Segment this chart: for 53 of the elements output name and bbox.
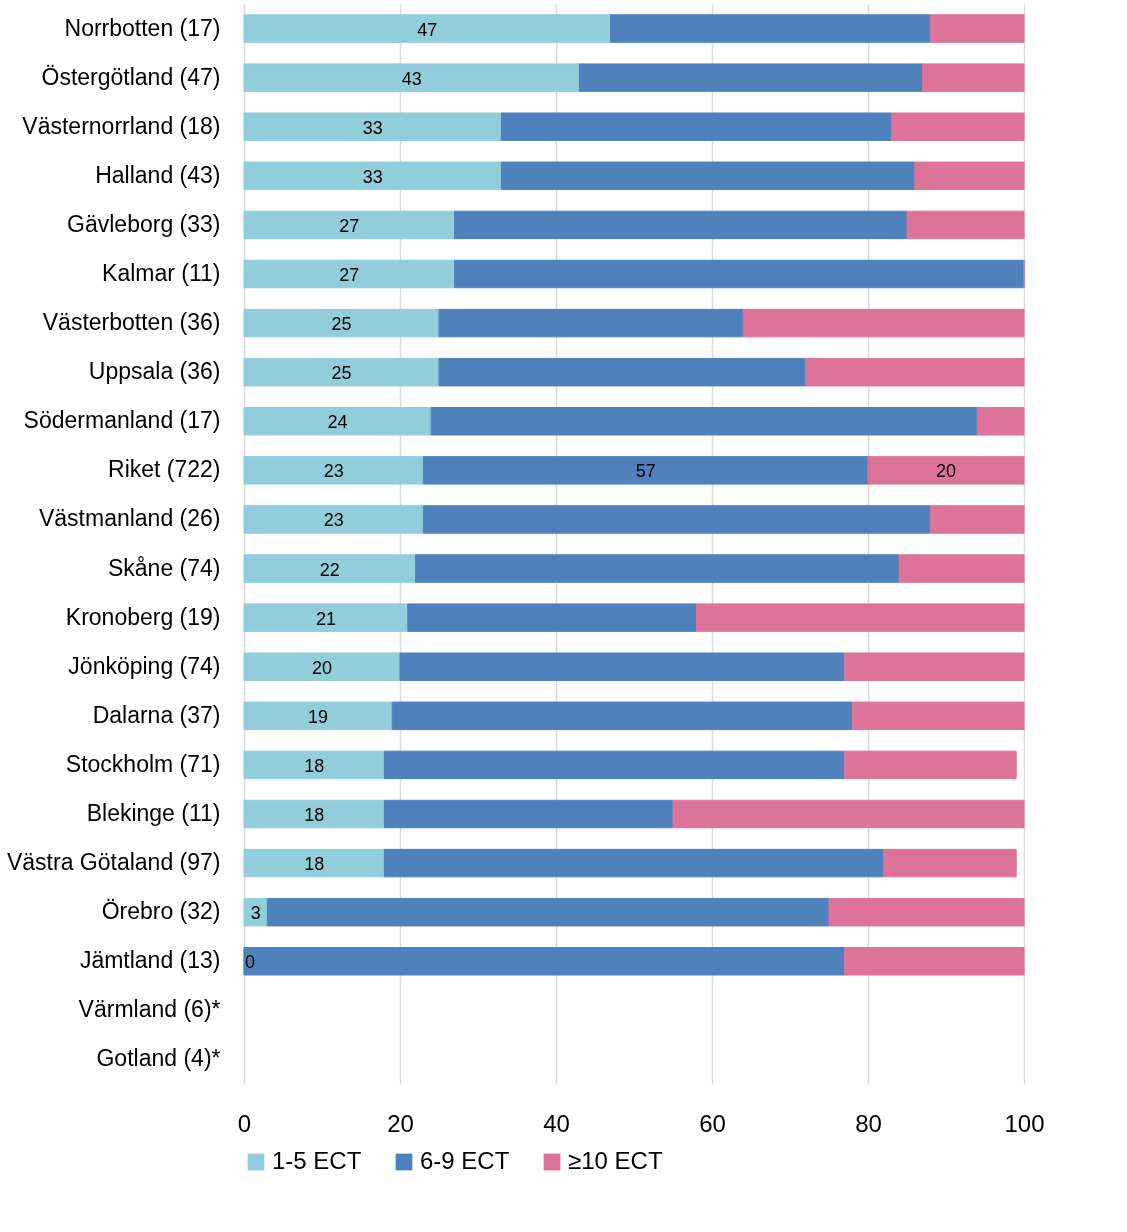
- legend-label: ≥10 ECT: [568, 1147, 663, 1174]
- y-tick-label: Östergötland (47): [41, 63, 221, 90]
- y-tick-label: Kronoberg (19): [65, 603, 221, 630]
- data-label: 33: [362, 117, 383, 138]
- y-tick-label: Dalarna (37): [92, 701, 221, 728]
- y-tick-label: Blekinge (11): [86, 800, 221, 826]
- legend-label: 6-9 ECT: [420, 1147, 510, 1174]
- y-tick-label: Halland (43): [95, 161, 221, 188]
- data-label: 22: [319, 559, 340, 580]
- x-tick-label: 0: [237, 1109, 252, 1137]
- data-label: 33: [362, 166, 383, 187]
- data-label: 18: [304, 854, 325, 875]
- y-tick-label: Västernorrland (18): [22, 112, 221, 139]
- data-label: 18: [304, 755, 325, 776]
- y-tick-label: Norrbotten (17): [64, 14, 221, 41]
- y-tick-label: Gotland (4)*: [96, 1045, 221, 1072]
- y-tick-label: Skåne (74): [107, 554, 221, 581]
- data-label: 21: [315, 608, 336, 629]
- data-label: 20: [935, 461, 957, 482]
- y-tick-label: Jönköping (74): [68, 652, 221, 679]
- y-tick-label: Södermanland (17): [23, 407, 221, 434]
- data-label: 47: [417, 19, 438, 40]
- data-label: 23: [323, 461, 344, 482]
- x-tick-label: 20: [387, 1109, 414, 1137]
- data-label: 24: [327, 412, 348, 433]
- data-label: 27: [339, 265, 360, 285]
- data-label: 27: [339, 215, 360, 236]
- x-tick-label: 100: [1004, 1109, 1045, 1137]
- y-tick-label: Västerbotten (36): [42, 309, 221, 336]
- x-tick-label: 40: [543, 1109, 570, 1137]
- data-label: 43: [401, 68, 422, 89]
- data-label: 25: [331, 363, 352, 384]
- legend-label: 1-5 ECT: [272, 1147, 362, 1174]
- y-tick-label: Örebro (32): [101, 898, 221, 925]
- y-tick-label: Kalmar (11): [102, 260, 221, 286]
- y-tick-label: Uppsala (36): [88, 358, 221, 385]
- data-label: 19: [308, 706, 329, 727]
- y-tick-label: Riket (722): [108, 456, 221, 483]
- x-tick-label: 60: [699, 1109, 726, 1137]
- y-tick-label: Värmland (6)*: [78, 996, 221, 1023]
- x-tick-label: 80: [855, 1109, 882, 1137]
- data-label: 57: [635, 461, 656, 482]
- data-label: 18: [304, 805, 325, 825]
- y-tick-label: Västmanland (26): [38, 505, 221, 532]
- data-label: 3: [250, 903, 261, 924]
- y-tick-label: Jämtland (13): [79, 947, 221, 974]
- y-tick-label: Västra Götaland (97): [6, 849, 221, 876]
- data-label: 20: [311, 657, 333, 678]
- data-label: 25: [331, 314, 352, 335]
- data-label: 23: [323, 510, 344, 531]
- y-tick-label: Gävleborg (33): [67, 210, 221, 237]
- y-tick-label: Stockholm (71): [65, 750, 221, 777]
- data-label: 0: [245, 952, 256, 973]
